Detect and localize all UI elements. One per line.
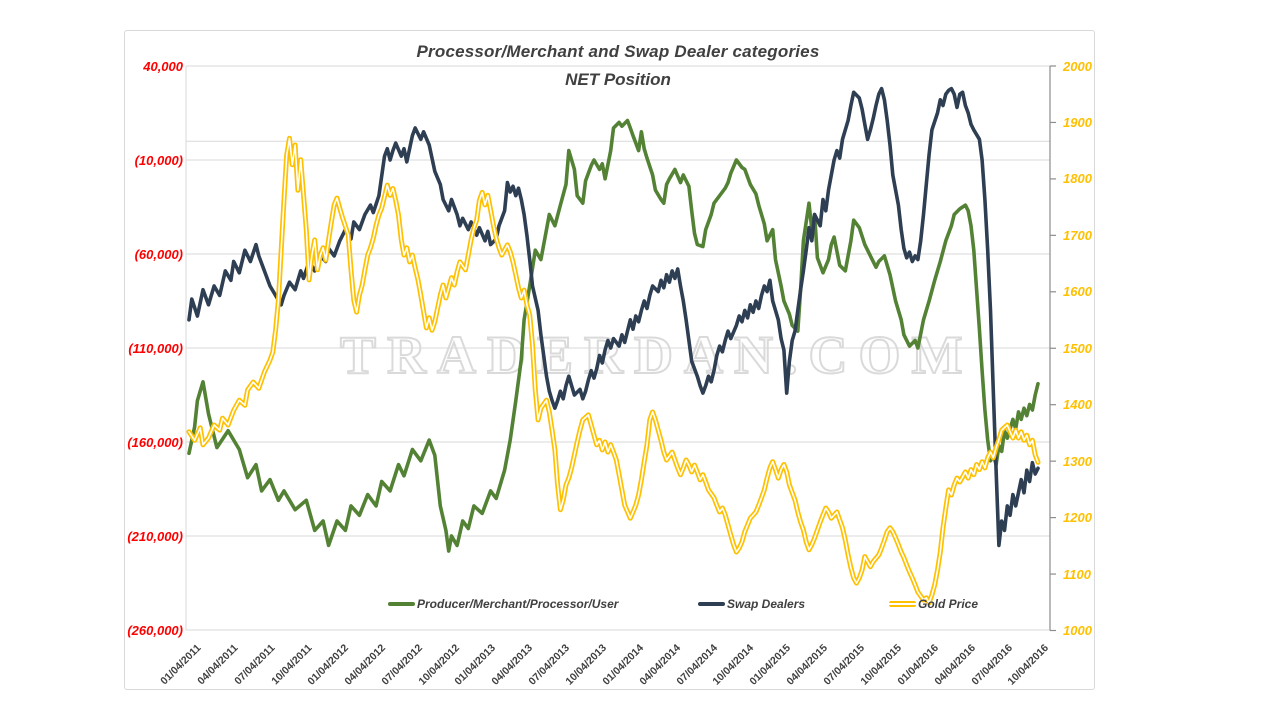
legend-line-icon [698, 602, 725, 606]
right-axis-label: 1300 [1063, 453, 1092, 469]
watermark: TRADERDAN.COM [339, 324, 974, 386]
legend-line-icon [388, 602, 415, 606]
legend-label: Swap Dealers [727, 597, 806, 611]
right-axis-label: 1100 [1063, 566, 1091, 582]
series-line-producer-merchant-processor-user [187, 118, 1040, 553]
left-axis-label: (260,000) [127, 622, 183, 638]
series-line-halo [188, 137, 1039, 604]
legend-item: Swap Dealers [698, 597, 805, 611]
left-axis-label: (10,000) [134, 152, 183, 168]
series-line-gold-price [186, 135, 1041, 606]
chart-subtitle: NET Position [565, 70, 671, 89]
legend-item: Gold Price [889, 597, 978, 611]
legend-label: Producer/Merchant/Processor/User [417, 597, 619, 611]
left-axis-label: (110,000) [128, 340, 183, 356]
right-axis-label: 1600 [1063, 284, 1092, 300]
right-axis-label: 1000 [1063, 623, 1092, 638]
series-line-swap-dealers [187, 86, 1040, 548]
right-axis-label: 2000 [1063, 58, 1092, 74]
legend-item: Producer/Merchant/Processor/User [388, 597, 618, 611]
left-axis-label: (210,000) [127, 528, 183, 544]
left-axis-label: (160,000) [127, 434, 183, 450]
right-axis-label: 1800 [1063, 171, 1092, 187]
right-axis-label: 1700 [1063, 227, 1092, 243]
legend-line-icon [889, 601, 916, 607]
left-axis-label: 40,000 [143, 58, 183, 74]
right-axis-label: 1500 [1063, 340, 1092, 356]
right-axis-label: 1200 [1063, 510, 1092, 526]
left-axis-label: (60,000) [134, 246, 183, 262]
right-axis-label: 1900 [1063, 114, 1092, 130]
right-axis-label: 1400 [1063, 397, 1092, 413]
chart-title: Processor/Merchant and Swap Dealer categ… [416, 42, 820, 61]
legend-label: Gold Price [918, 597, 979, 611]
